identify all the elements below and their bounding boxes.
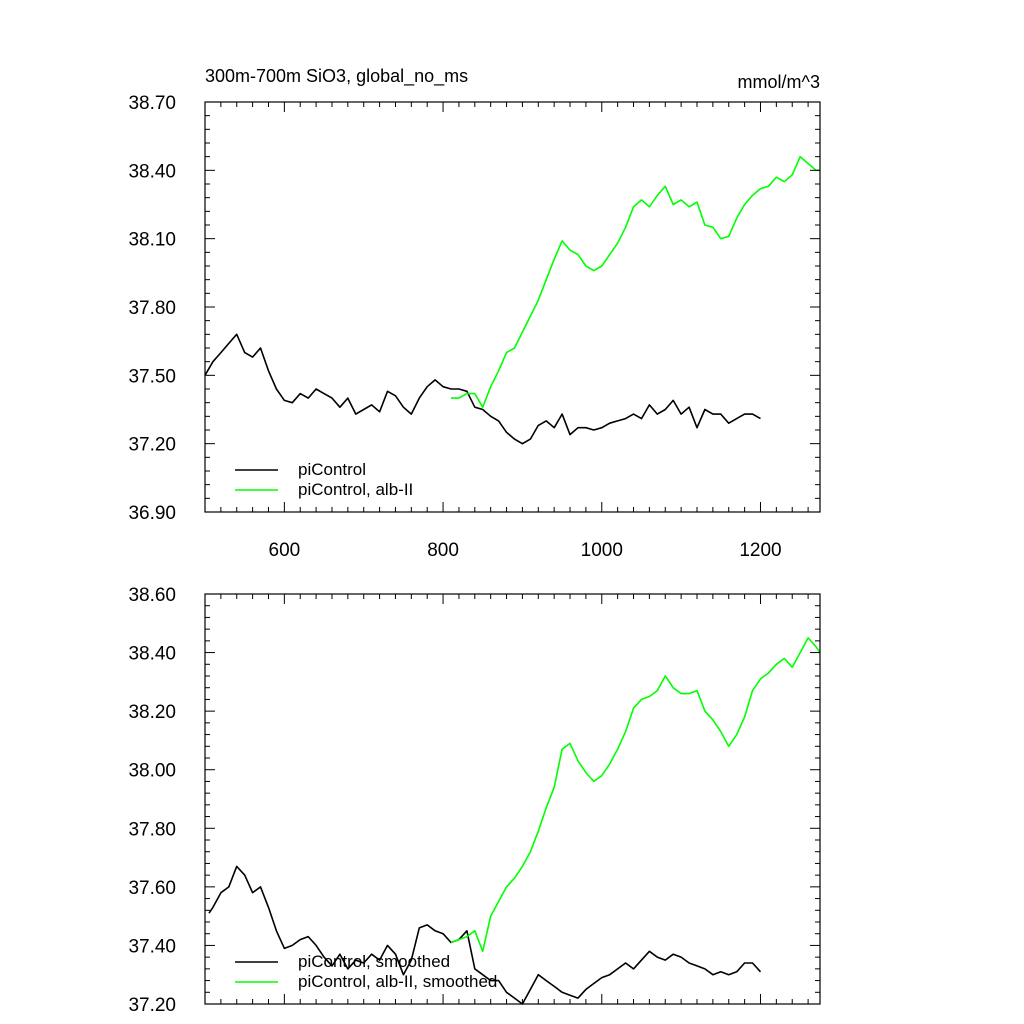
y-tick-label: 38.10 [128,230,176,251]
y-tick-label: 38.00 [128,761,176,782]
x-tick-label: 1200 [739,540,781,561]
units-label: mmol/m^3 [738,72,820,92]
y-tick-label: 37.60 [128,878,176,899]
y-tick-label: 37.80 [128,298,176,319]
x-tick-label: 1000 [581,540,623,561]
top-panel: 300m-700m SiO3, global_no_ms mmol/m^3 60… [128,66,821,561]
y-tick-label: 37.20 [128,435,176,456]
series-line-alb-ii [450,637,821,953]
x-tick-label: 800 [427,540,459,561]
chart-title: 300m-700m SiO3, global_no_ms [205,66,468,87]
x-tick-label: 600 [269,540,301,561]
y-tick-label: 37.50 [128,366,176,387]
legend-label: piControl, smoothed [298,952,450,971]
y-tick-label: 37.40 [128,936,176,957]
legend-label: piControl, alb-II [298,480,413,499]
y-tick-label: 37.80 [128,819,176,840]
legend-label: piControl [298,460,366,479]
y-tick-label: 38.70 [128,93,176,114]
plot-frame [204,593,821,1005]
legend-label: piControl, alb-II, smoothed [298,972,497,991]
y-tick-label: 38.60 [128,585,176,606]
y-tick-label: 38.40 [128,161,176,182]
y-tick-label: 37.20 [128,995,176,1016]
bottom-panel: 37.20 37.40 37.60 37.80 38.00 38.20 38.40 38.60… [128,585,821,1016]
series-line-picontrol [208,865,762,1005]
series-line-picontrol [204,333,761,445]
y-tick-label: 38.40 [128,644,176,665]
y-tick-label: 36.90 [128,503,176,524]
plot-frame [204,101,821,513]
y-tick-label: 38.20 [128,702,176,723]
series-line-alb-ii [451,155,820,409]
